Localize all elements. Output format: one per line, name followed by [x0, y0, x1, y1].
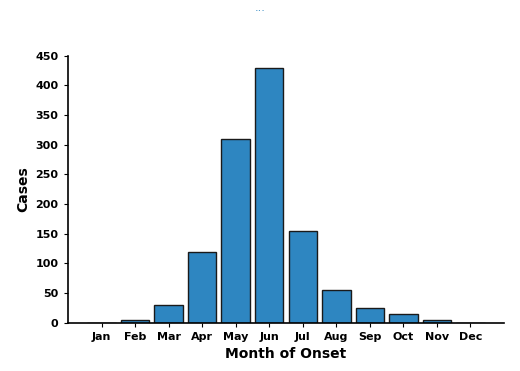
Bar [121, 320, 149, 323]
Y-axis label: Cases: Cases [16, 166, 30, 212]
Text: Cases by month of onset: Cases by month of onset [158, 35, 279, 45]
Bar [389, 314, 418, 323]
X-axis label: Month of Onset: Month of Onset [225, 347, 347, 361]
Bar [423, 320, 451, 323]
Bar [322, 290, 350, 323]
Bar [222, 139, 250, 323]
Bar [188, 252, 216, 323]
Bar [356, 308, 384, 323]
Bar [289, 231, 317, 323]
Bar [255, 68, 283, 323]
Bar [154, 305, 183, 323]
Text: ...: ... [255, 3, 265, 13]
